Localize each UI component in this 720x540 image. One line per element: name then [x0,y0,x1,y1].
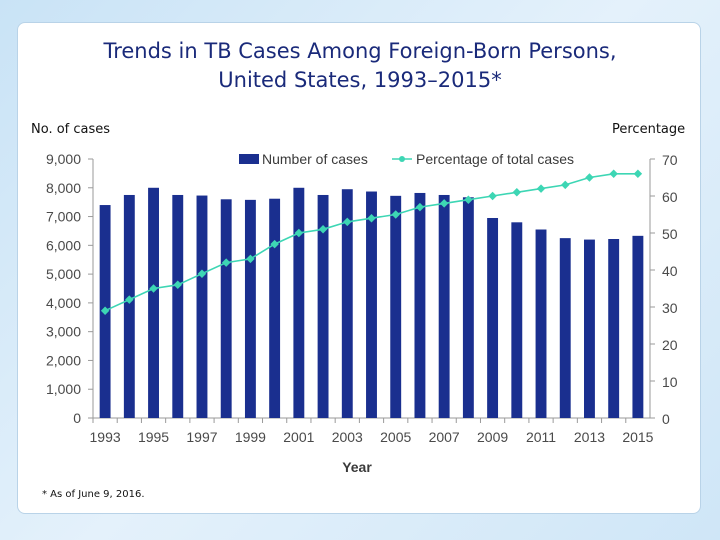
percentage-point [439,199,449,208]
x-axis-tick-label: 2005 [380,429,411,445]
bar [366,191,377,418]
bar [148,187,159,418]
left-axis-tick-label: 7,000 [46,209,81,225]
bar [462,197,474,418]
right-axis-tick-label: 60 [662,189,678,205]
legend-label-cases: Number of cases [262,151,368,167]
right-axis-tick-label: 10 [662,374,678,390]
right-axis-tick-label: 20 [662,337,678,353]
x-axis-tick-label: 2011 [526,429,556,445]
chart-title-line-1: Trends in TB Cases Among Foreign-Born Pe… [103,39,617,63]
x-axis-tick-label: 1999 [235,429,266,445]
bar-series [99,187,644,418]
right-axis-tick-label: 50 [662,226,678,242]
bar [123,194,135,418]
percentage-point [318,225,328,234]
footnote: * As of June 9, 2016. [42,489,145,500]
legend-line-marker [399,156,405,162]
percentage-point [197,269,207,278]
percentage-point [343,217,352,227]
bar [244,199,256,418]
percentage-point [512,188,522,197]
right-axis-tick-label: 40 [662,263,678,279]
percentage-point [391,210,400,219]
axes-layer: 0 1,000 2,000 3,000 4,000 5,000 6,000 7,000 8,00… [46,151,678,445]
left-axis-tick-label: 5,000 [46,266,81,282]
x-axis-tick-label: 2007 [429,429,460,445]
bar [172,194,184,418]
bar [414,192,426,418]
bar [293,187,305,418]
bar [390,195,402,418]
percentage-point [609,169,618,179]
x-axis-tick-label: 2003 [332,429,363,445]
percentage-point [221,258,231,267]
bar [632,235,644,418]
bar [438,194,450,418]
line-series [100,169,643,315]
percentage-point [367,213,376,223]
chart-title-line-2: United States, 1993–2015* [218,68,502,92]
percentage-point [100,306,110,315]
x-axis-title: Year [342,459,372,475]
bar [196,195,208,418]
right-axis-tick-label: 30 [662,300,678,316]
bar [317,194,329,418]
left-axis-tick-label: 6,000 [46,237,81,253]
left-axis-tick-label: 2,000 [46,352,81,368]
legend-bar-swatch [239,154,259,164]
bar [269,198,281,418]
x-axis-tick-label: 2001 [283,429,314,445]
right-axis-caption: Percentage [612,122,686,137]
bar [584,239,595,418]
percentage-point [415,202,425,212]
right-axis-tick-label: 0 [662,411,670,427]
bar [559,238,571,418]
percentage-point [536,184,546,193]
right-axis-tick-label: 70 [662,152,678,168]
percentage-point [585,173,594,182]
left-axis-tick-label: 4,000 [46,295,81,311]
percentage-point [633,169,643,179]
percentage-point [560,180,570,190]
bar [487,217,499,418]
bar [341,189,353,418]
bar [535,229,547,418]
bar [511,222,523,418]
x-axis-tick-label: 1997 [186,429,217,445]
left-axis-tick-label: 8,000 [46,180,81,196]
percentage-point [488,191,497,201]
left-axis-tick-label: 9,000 [46,151,81,167]
legend-label-percentage: Percentage of total cases [416,151,574,167]
percentage-point [464,195,473,204]
chart-title: Trends in TB Cases Among Foreign-Born Pe… [0,37,720,95]
left-axis-caption: No. of cases [31,122,111,137]
x-axis-tick-label: 1995 [138,429,169,445]
percentage-point [294,228,304,238]
percentage-point [149,284,158,293]
x-axis-tick-label: 1993 [90,429,121,445]
left-axis-tick-label: 0 [73,410,81,426]
left-axis-tick-label: 3,000 [46,324,81,340]
bar [220,199,232,418]
x-axis-tick-label: 2013 [574,429,605,445]
x-axis-tick-label: 2015 [622,429,653,445]
left-axis-tick-label: 1,000 [46,381,81,397]
percentage-point [173,280,183,290]
percentage-point [246,254,255,264]
percentage-point [270,239,279,249]
bar [608,239,620,418]
x-axis-tick-label: 2009 [477,429,508,445]
legend: Number of cases Percentage of total case… [239,151,574,167]
